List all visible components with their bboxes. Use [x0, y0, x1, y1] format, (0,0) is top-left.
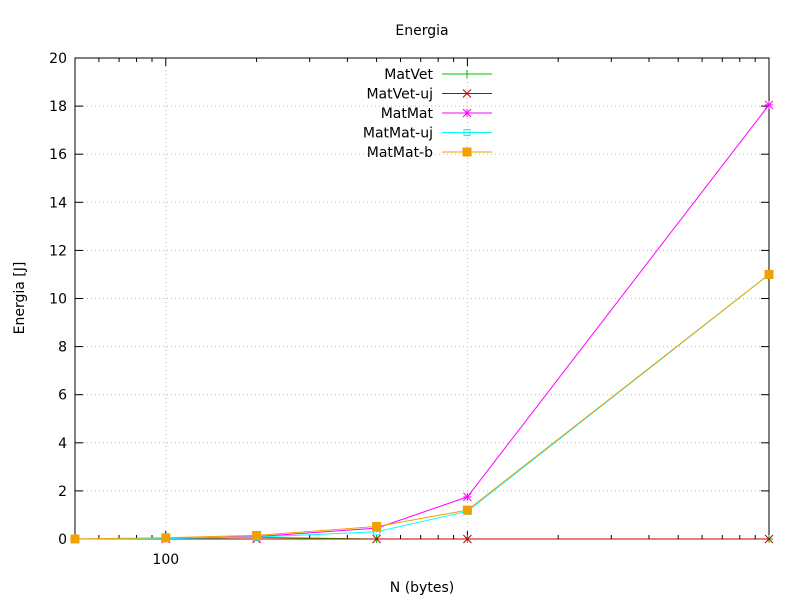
y-tick-label: 18	[49, 99, 67, 115]
chart-title: Energia	[395, 23, 448, 39]
series-matmat-b	[70, 269, 774, 544]
data-point-marker	[372, 521, 382, 531]
series-matmat-uj	[71, 270, 773, 543]
y-tick-label: 16	[49, 147, 67, 163]
y-tick-label: 14	[49, 195, 67, 211]
data-point-marker	[764, 269, 774, 279]
axis-ticks: 0 2 4 6 8 10 12 14 16 18 20 100	[49, 51, 770, 568]
y-tick-label: 4	[58, 436, 67, 452]
y-tick-label: 0	[58, 532, 67, 548]
legend: MatVet MatVet-uj MatMat MatMat-uj MatMat-b	[363, 67, 492, 161]
data-point-marker	[463, 70, 471, 78]
series-line	[74, 274, 770, 540]
data-point-marker	[462, 89, 472, 98]
legend-entry: MatVet	[384, 67, 492, 83]
y-tick-label: 12	[49, 243, 67, 259]
series-matmat	[70, 100, 774, 544]
data-point-marker	[372, 534, 381, 544]
data-point-marker	[462, 147, 472, 157]
y-tick-label: 6	[58, 388, 67, 404]
data-point-marker	[70, 534, 80, 544]
legend-label: MatMat-uj	[363, 126, 433, 142]
y-tick-label: 8	[58, 340, 67, 356]
series-matvet-uj	[70, 534, 774, 544]
legend-label: MatMat	[381, 106, 434, 122]
data-point-marker	[462, 505, 472, 515]
data-point-marker	[462, 108, 472, 118]
series-line	[74, 104, 770, 540]
data-point-marker	[764, 100, 774, 110]
data-point-marker	[764, 534, 774, 544]
x-tick-label: 100	[152, 552, 179, 568]
series-line	[74, 274, 770, 540]
y-tick-label: 10	[49, 292, 67, 308]
x-axis-label: N (bytes)	[390, 580, 454, 596]
data-point-marker	[463, 129, 471, 136]
legend-label: MatVet-uj	[366, 87, 433, 103]
data-point-marker	[463, 492, 472, 502]
legend-entry: MatMat-uj	[363, 126, 492, 142]
legend-label: MatMat-b	[367, 145, 433, 161]
grid	[75, 58, 769, 539]
legend-label: MatVet	[384, 67, 433, 83]
y-tick-label: 2	[58, 484, 67, 500]
legend-entry: MatVet-uj	[366, 87, 492, 103]
y-tick-label: 20	[49, 51, 67, 67]
series-lines	[70, 100, 774, 544]
data-point-marker	[252, 530, 262, 540]
y-axis-label: Energia [J]	[12, 262, 28, 335]
legend-entry: MatMat-b	[367, 145, 492, 161]
legend-entry: MatMat	[381, 106, 492, 122]
data-point-marker	[161, 533, 171, 543]
data-point-marker	[463, 534, 472, 544]
